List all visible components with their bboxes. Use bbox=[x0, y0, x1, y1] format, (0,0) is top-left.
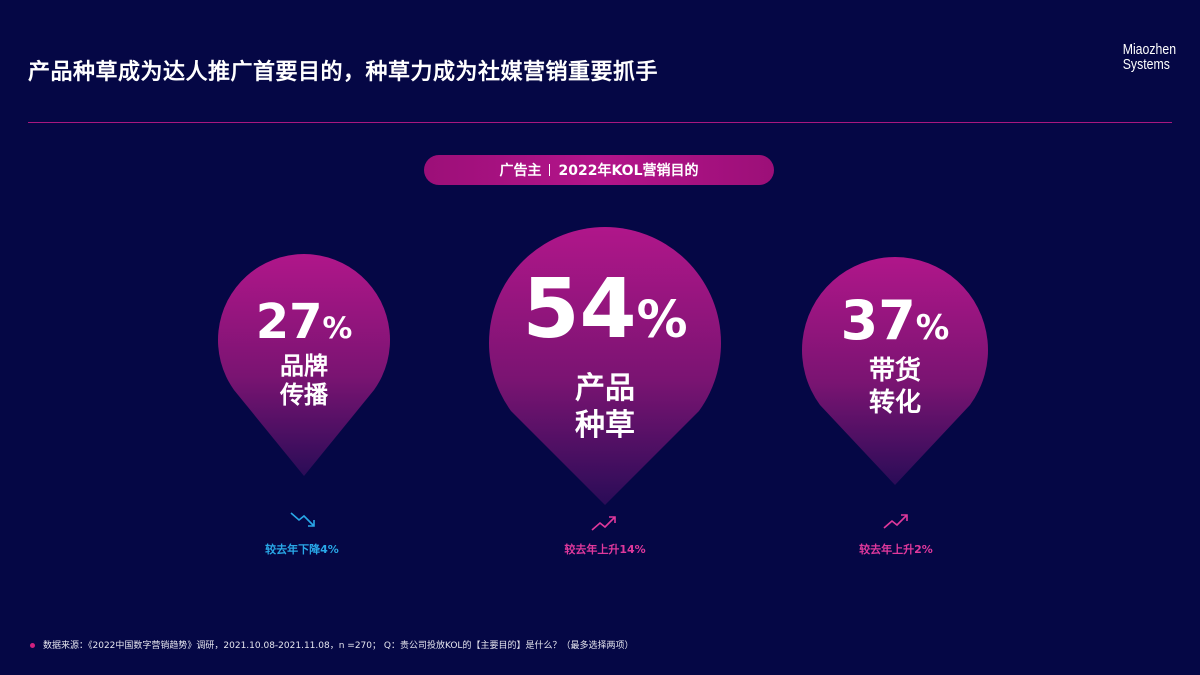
page-title: 产品种草成为达人推广首要目的，种草力成为社媒营销重要抓手 bbox=[28, 60, 659, 85]
stat-pin-product: 54% 产品 种草 bbox=[489, 227, 721, 505]
brand-logo: Miaozhen Systems bbox=[1123, 42, 1176, 72]
source-footnote: 数据来源：《2022中国数字营销趋势》调研，2021.10.08-2021.11… bbox=[30, 638, 633, 651]
trend-text-brand: 较去年下降4% bbox=[265, 543, 339, 556]
stat-label: 产品 种草 bbox=[575, 371, 635, 443]
stat-value: 37% bbox=[840, 289, 950, 352]
pill-left-label: 广告主 bbox=[499, 163, 542, 179]
pin-shape bbox=[802, 257, 988, 485]
trend-text-sales: 较去年上升2% bbox=[859, 543, 933, 556]
stat-value: 27% bbox=[255, 294, 353, 350]
trend-up-icon bbox=[591, 516, 616, 531]
section-pill: 广告主 2022年KOL营销目的 bbox=[424, 155, 774, 185]
trend-up-icon bbox=[883, 514, 908, 529]
bullet-dot bbox=[30, 643, 35, 648]
trend-text-product: 较去年上升14% bbox=[564, 543, 646, 556]
trend-down-icon bbox=[290, 512, 315, 527]
pin-shape bbox=[218, 254, 390, 476]
pill-right-label: 2022年KOL营销目的 bbox=[558, 163, 699, 179]
pin-shape bbox=[489, 227, 721, 505]
logo-line-1: Miaozhen bbox=[1122, 41, 1176, 58]
title-divider bbox=[28, 122, 1172, 123]
stat-label: 带货 转化 bbox=[868, 356, 921, 418]
stat-value: 54% bbox=[522, 262, 688, 357]
logo-line-2: Systems bbox=[1122, 56, 1170, 73]
stat-label: 品牌 传播 bbox=[280, 352, 328, 410]
pill-separator bbox=[549, 164, 551, 176]
stat-pin-brand: 27% 品牌 传播 bbox=[218, 254, 390, 476]
stat-pin-sales: 37% 带货 转化 bbox=[802, 257, 988, 485]
